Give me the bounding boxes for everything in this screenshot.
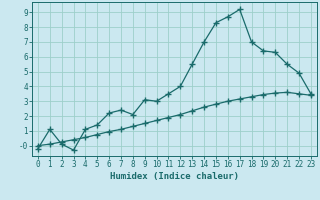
X-axis label: Humidex (Indice chaleur): Humidex (Indice chaleur) xyxy=(110,172,239,181)
